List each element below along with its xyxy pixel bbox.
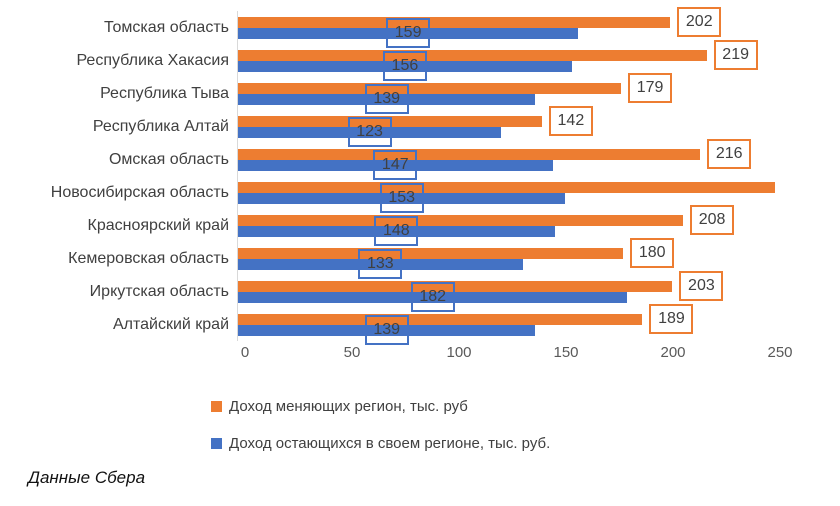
bar-staying-income	[238, 126, 502, 138]
category-label: Томская область	[103, 19, 229, 36]
x-axis-tick-label: 250	[767, 344, 793, 361]
row-plot-area: 219 156	[237, 40, 840, 81]
value-label-migrant: 208	[690, 205, 735, 235]
chart-row: Иркутская область 203 182	[0, 271, 840, 312]
value-label-staying: 148	[374, 216, 419, 246]
value-label-migrant: 216	[707, 139, 752, 169]
row-plot-area: 208 148	[237, 205, 840, 246]
bar-staying-income	[238, 192, 566, 204]
bar-migrant-income	[238, 214, 684, 226]
category-label: Республика Хакасия	[76, 52, 229, 69]
bar-staying-income	[238, 225, 555, 237]
category-label: Красноярский край	[87, 217, 229, 234]
bar-migrant-income	[238, 280, 673, 292]
row-plot-area: 179 139	[237, 73, 840, 114]
bar-migrant-income	[238, 148, 701, 160]
chart-row: Новосибирская область 153	[0, 176, 840, 213]
bar-staying-income	[238, 291, 628, 303]
x-axis-tick-label: 150	[553, 344, 579, 361]
source-note: Данные Сбера	[28, 468, 146, 487]
chart-row: Красноярский край 208 148	[0, 205, 840, 246]
value-label-migrant: 142	[548, 106, 593, 136]
legend: Доход меняющих регион, тыс. руб Доход ост…	[211, 396, 550, 470]
value-label-staying: 139	[364, 315, 409, 345]
category-label: Алтайский край	[112, 316, 229, 333]
bar-migrant-income	[238, 181, 776, 193]
category-label: Новосибирская область	[50, 184, 229, 201]
value-label-staying: 133	[358, 249, 403, 279]
chart-row: Томская область 202 159	[0, 7, 840, 48]
chart-row: Республика Хакасия 219 156	[0, 40, 840, 81]
bar-staying-income	[238, 324, 536, 336]
bar-migrant-income	[238, 247, 624, 259]
value-label-staying: 123	[347, 117, 392, 147]
value-label-migrant: 179	[628, 73, 673, 103]
value-label-staying: 139	[364, 84, 409, 114]
category-label: Омская область	[108, 151, 229, 168]
value-label-migrant: 189	[649, 304, 694, 334]
value-label-migrant: 203	[679, 271, 724, 301]
category-label: Иркутская область	[89, 283, 229, 300]
x-axis-tick-label: 50	[343, 344, 361, 361]
legend-swatch-icon	[211, 437, 222, 449]
chart-row: Республика Алтай 142 123	[0, 106, 840, 147]
row-plot-area: 202 159	[237, 7, 840, 48]
chart-row: Кемеровская область 180 133	[0, 238, 840, 279]
x-axis-tick-label: 100	[446, 344, 472, 361]
chart-row: Республика Тыва 179 139	[0, 73, 840, 114]
row-plot-area: 180 133	[237, 238, 840, 279]
value-label-staying: 182	[410, 282, 455, 312]
bar-staying-income	[238, 27, 579, 39]
bar-staying-income	[238, 258, 523, 270]
value-label-migrant: 219	[713, 40, 758, 70]
bar-staying-income	[238, 60, 572, 72]
bar-staying-income	[238, 93, 536, 105]
legend-label: Доход меняющих регион, тыс. руб	[229, 397, 468, 415]
chart-row: Омская область 216 147	[0, 139, 840, 180]
legend-item-migrant: Доход меняющих регион, тыс. руб	[211, 396, 550, 416]
value-label-staying: 153	[379, 183, 424, 213]
value-label-migrant: 202	[677, 7, 722, 37]
bar-staying-income	[238, 159, 553, 171]
x-axis: 0 50 100 150 200 250	[237, 344, 837, 366]
row-plot-area: 189 139	[237, 304, 840, 345]
row-plot-area: 142 123	[237, 106, 840, 147]
legend-label: Доход остающихся в своем регионе, тыс. р…	[229, 434, 551, 452]
x-axis-tick-label: 200	[660, 344, 686, 361]
row-plot-area: 153	[237, 176, 840, 213]
value-label-staying: 147	[373, 150, 418, 180]
row-plot-area: 216 147	[237, 139, 840, 180]
legend-swatch-icon	[211, 400, 222, 412]
category-label: Республика Тыва	[100, 85, 229, 102]
value-label-staying: 156	[382, 51, 427, 81]
category-label: Кемеровская область	[68, 250, 229, 267]
bar-migrant-income	[238, 82, 622, 94]
bar-migrant-income	[238, 313, 643, 325]
chart-row: Алтайский край 189 139	[0, 304, 840, 345]
plot-rows: Томская область 202 159 Республика Хакасия 2…	[0, 7, 840, 345]
row-plot-area: 203 182	[237, 271, 840, 312]
value-label-migrant: 180	[630, 238, 675, 268]
legend-item-staying: Доход остающихся в своем регионе, тыс. р…	[211, 433, 550, 453]
category-label: Республика Алтай	[92, 118, 229, 135]
value-label-staying: 159	[386, 18, 431, 48]
bar-migrant-income	[238, 16, 671, 28]
x-axis-tick-label: 0	[240, 344, 250, 361]
bar-migrant-income	[238, 49, 707, 61]
